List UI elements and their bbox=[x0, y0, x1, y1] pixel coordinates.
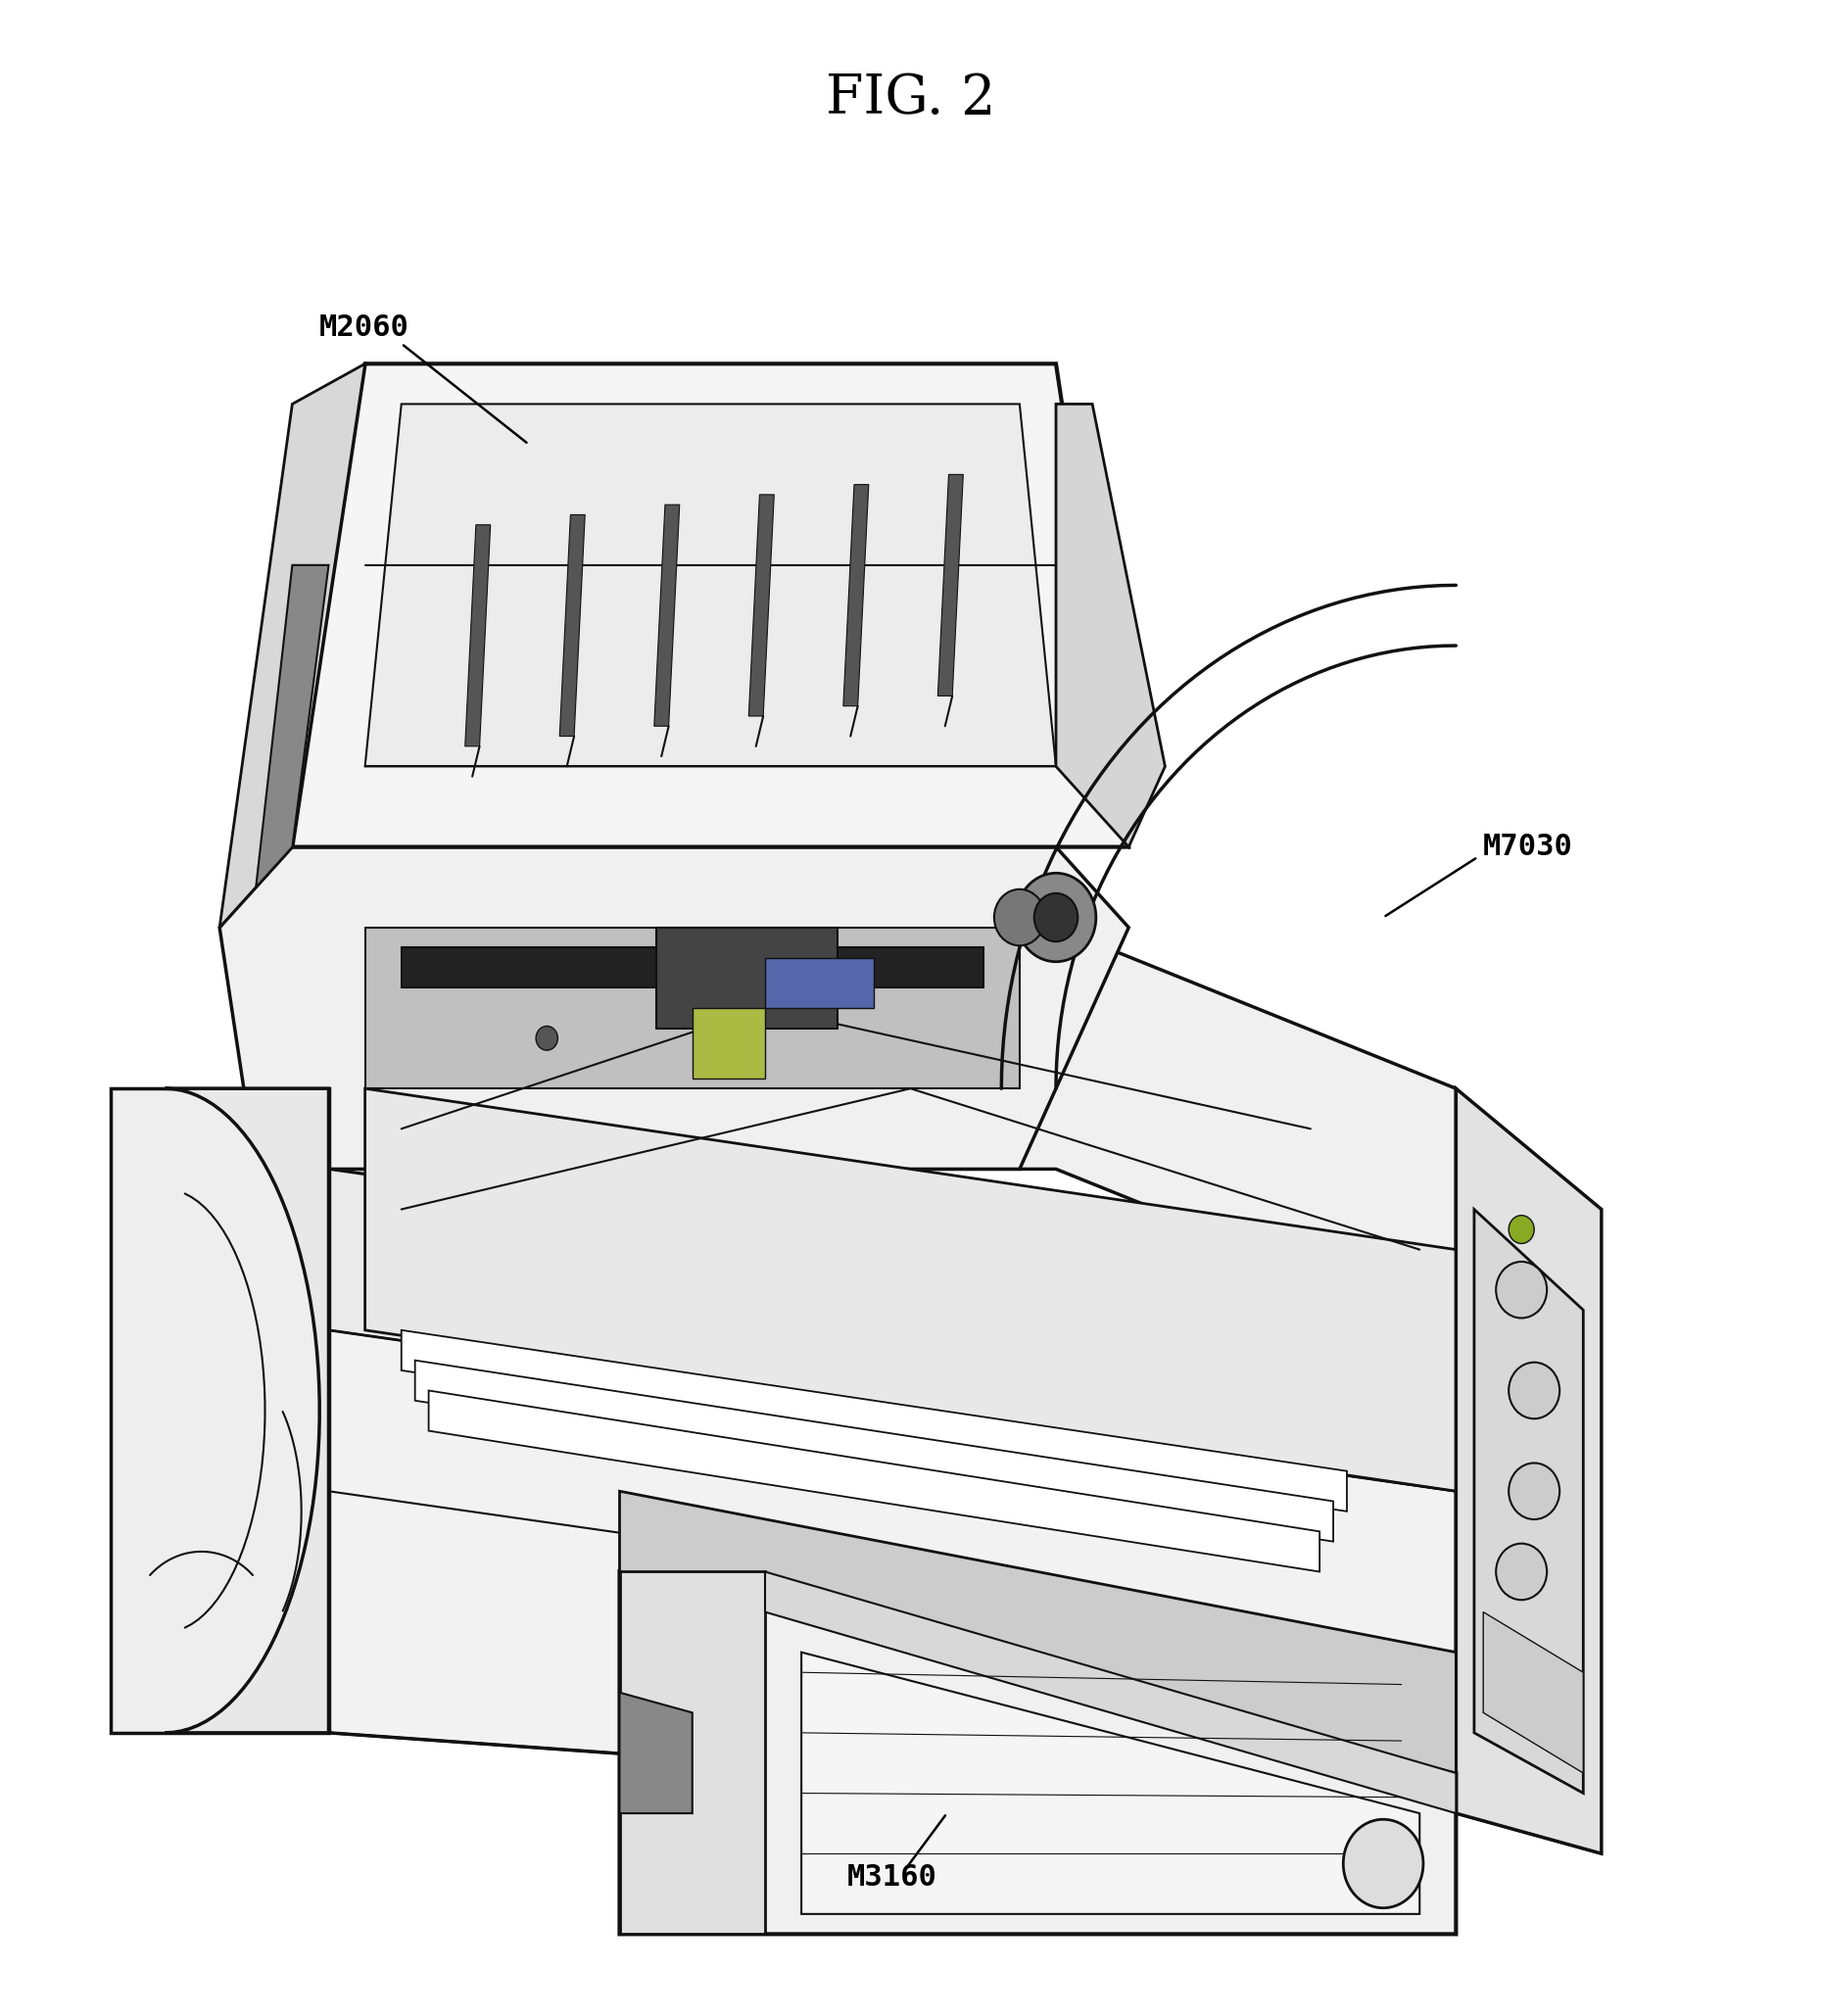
Circle shape bbox=[994, 889, 1045, 946]
Circle shape bbox=[1034, 893, 1078, 941]
Text: M2060: M2060 bbox=[319, 312, 410, 343]
Polygon shape bbox=[328, 1169, 1457, 1492]
Polygon shape bbox=[619, 1572, 1457, 1933]
Polygon shape bbox=[559, 514, 585, 736]
Polygon shape bbox=[1484, 1613, 1582, 1772]
Polygon shape bbox=[801, 1653, 1420, 1913]
Polygon shape bbox=[220, 363, 364, 927]
Polygon shape bbox=[1056, 403, 1165, 847]
Polygon shape bbox=[220, 847, 1129, 1169]
Polygon shape bbox=[328, 1169, 1457, 1812]
Polygon shape bbox=[656, 927, 838, 1028]
Circle shape bbox=[1510, 1216, 1533, 1244]
Polygon shape bbox=[1475, 1210, 1582, 1792]
Circle shape bbox=[1497, 1544, 1546, 1601]
Polygon shape bbox=[166, 1089, 328, 1734]
Polygon shape bbox=[619, 1693, 692, 1812]
Polygon shape bbox=[328, 927, 1457, 1331]
Polygon shape bbox=[619, 1492, 1457, 1772]
Polygon shape bbox=[692, 1008, 765, 1079]
Polygon shape bbox=[1457, 1089, 1601, 1853]
Polygon shape bbox=[843, 484, 869, 706]
Circle shape bbox=[535, 1026, 557, 1050]
Circle shape bbox=[1510, 1363, 1559, 1419]
Polygon shape bbox=[748, 494, 774, 716]
Polygon shape bbox=[401, 948, 983, 988]
Polygon shape bbox=[765, 958, 874, 1008]
Circle shape bbox=[1344, 1818, 1424, 1907]
Polygon shape bbox=[654, 504, 679, 726]
Polygon shape bbox=[464, 524, 490, 746]
Polygon shape bbox=[938, 474, 963, 696]
Polygon shape bbox=[401, 1331, 1348, 1512]
Polygon shape bbox=[293, 363, 1129, 847]
Polygon shape bbox=[364, 1089, 1457, 1492]
Polygon shape bbox=[364, 403, 1056, 766]
Text: FIG. 2: FIG. 2 bbox=[825, 73, 996, 125]
Text: M7030: M7030 bbox=[1484, 833, 1573, 861]
Circle shape bbox=[1497, 1262, 1546, 1318]
Polygon shape bbox=[111, 1089, 328, 1734]
Circle shape bbox=[1016, 873, 1096, 962]
Text: M3160: M3160 bbox=[847, 1863, 936, 1891]
Circle shape bbox=[1510, 1464, 1559, 1520]
Polygon shape bbox=[364, 927, 1020, 1089]
Polygon shape bbox=[428, 1391, 1320, 1572]
Polygon shape bbox=[415, 1361, 1333, 1542]
Polygon shape bbox=[765, 1572, 1457, 1812]
Polygon shape bbox=[257, 564, 328, 887]
Polygon shape bbox=[619, 1572, 765, 1933]
